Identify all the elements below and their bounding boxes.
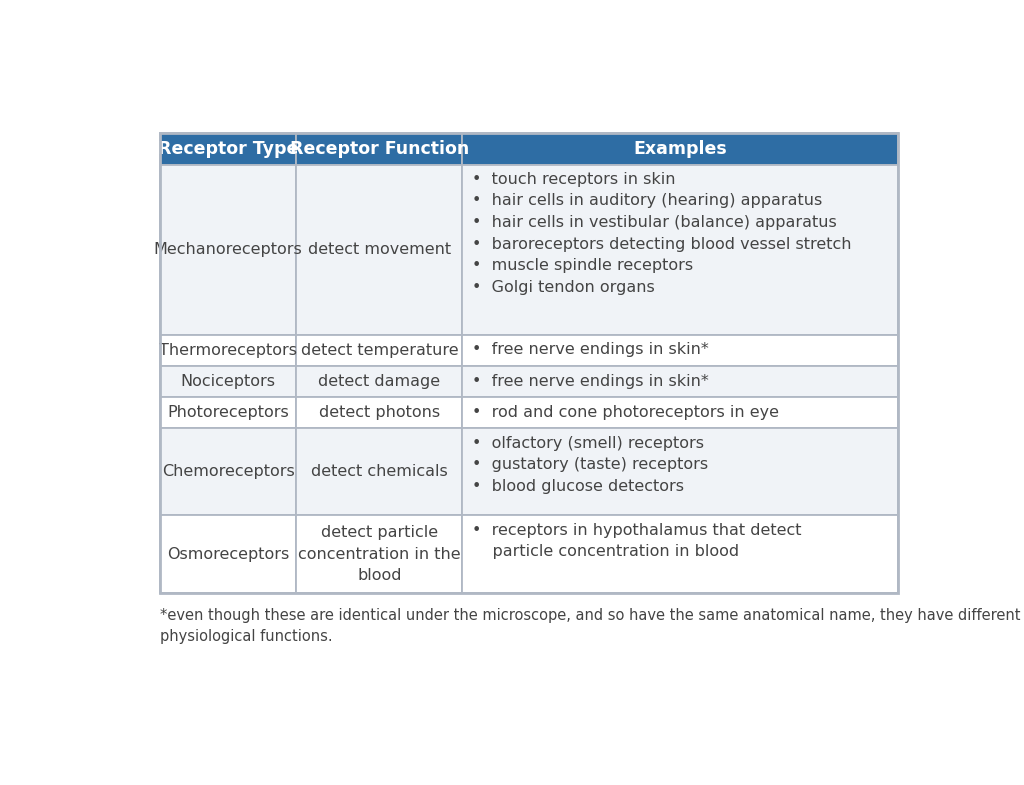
Bar (160, 335, 296, 367)
Text: •  free nerve endings in skin*: • free nerve endings in skin* (472, 374, 709, 389)
Bar (296, 397, 463, 429)
Bar (463, 429, 898, 515)
Text: detect photons: detect photons (318, 405, 440, 420)
Bar (463, 515, 898, 593)
Bar (463, 165, 898, 335)
Bar (296, 165, 463, 335)
Text: detect particle
concentration in the
blood: detect particle concentration in the blo… (298, 525, 461, 583)
Text: Thermoreceptors: Thermoreceptors (159, 343, 297, 358)
Text: Photoreceptors: Photoreceptors (167, 405, 289, 420)
Bar (296, 335, 463, 367)
Bar (160, 367, 296, 397)
Bar (160, 165, 296, 335)
Text: *even though these are identical under the microscope, and so have the same anat: *even though these are identical under t… (160, 608, 1020, 644)
Bar (160, 133, 296, 165)
Bar (463, 335, 898, 367)
Text: Examples: Examples (633, 140, 727, 158)
Text: •  free nerve endings in skin*: • free nerve endings in skin* (472, 342, 709, 357)
Text: detect temperature: detect temperature (300, 343, 458, 358)
Text: Osmoreceptors: Osmoreceptors (167, 546, 289, 561)
Text: Receptor Type: Receptor Type (158, 140, 298, 158)
Text: detect movement: detect movement (308, 243, 451, 257)
Text: •  receptors in hypothalamus that detect
    particle concentration in blood: • receptors in hypothalamus that detect … (472, 523, 802, 559)
Text: •  touch receptors in skin
•  hair cells in auditory (hearing) apparatus
•  hair: • touch receptors in skin • hair cells i… (472, 172, 851, 295)
Bar (296, 367, 463, 397)
Text: Mechanoreceptors: Mechanoreceptors (154, 243, 302, 257)
Bar (296, 133, 463, 165)
Bar (296, 429, 463, 515)
Text: Receptor Function: Receptor Function (290, 140, 469, 158)
Bar (463, 133, 898, 165)
Text: Nociceptors: Nociceptors (180, 374, 275, 389)
Text: detect damage: detect damage (318, 374, 440, 389)
Bar (160, 429, 296, 515)
Bar (463, 397, 898, 429)
Text: •  rod and cone photoreceptors in eye: • rod and cone photoreceptors in eye (472, 404, 779, 419)
Text: •  olfactory (smell) receptors
•  gustatory (taste) receptors
•  blood glucose d: • olfactory (smell) receptors • gustator… (472, 436, 708, 494)
Bar (296, 515, 463, 593)
Bar (160, 133, 898, 593)
Text: detect chemicals: detect chemicals (311, 464, 447, 480)
Text: Chemoreceptors: Chemoreceptors (162, 464, 294, 480)
Bar (463, 367, 898, 397)
Bar (160, 515, 296, 593)
Bar (160, 397, 296, 429)
